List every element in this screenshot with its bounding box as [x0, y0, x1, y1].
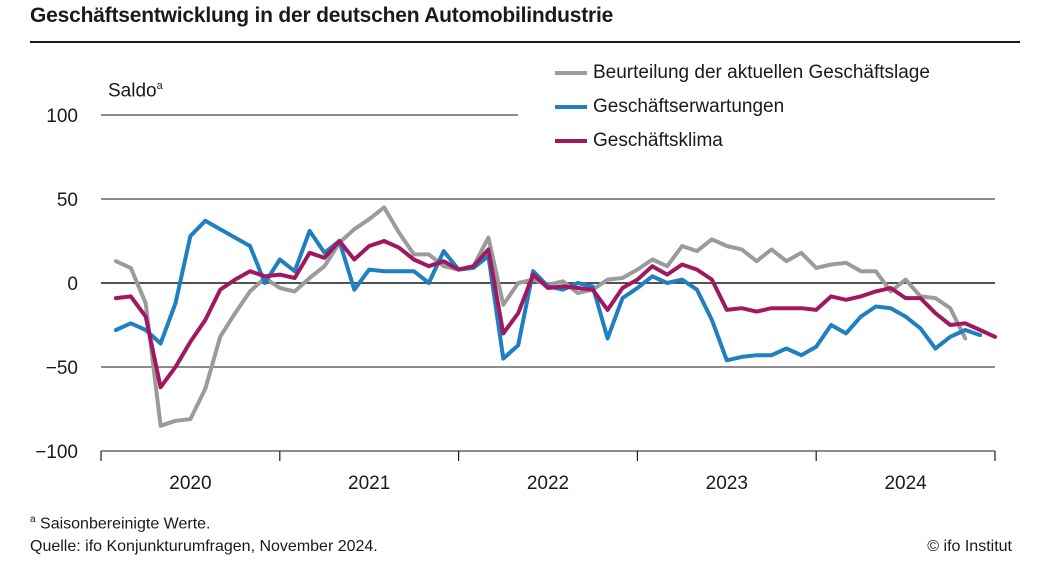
legend-swatch-klima: [555, 139, 587, 143]
legend-item-klima: Geschäftsklima: [555, 124, 930, 158]
legend-swatch-erwartungen: [555, 105, 587, 109]
legend-label-lage: Beurteilung der aktuellen Geschäftslage: [593, 62, 930, 83]
title-divider: [30, 41, 1020, 43]
x-tick-label: 2021: [348, 473, 390, 494]
legend-item-erwartungen: Geschäftserwartungen: [555, 90, 930, 124]
x-tick-label: 2024: [884, 473, 927, 494]
y-tick-label: 50: [57, 190, 78, 211]
series-line-erwartungen: [113, 218, 983, 363]
footnote: a Saisonbereinigte Werte.: [30, 514, 211, 533]
x-tick-label: 2020: [169, 473, 211, 494]
chart-title: Geschäftsentwicklung in der deutschen Au…: [30, 4, 614, 27]
legend-label-klima: Geschäftsklima: [593, 130, 723, 151]
copyright: © ifo Institut: [927, 538, 1012, 555]
series-line-klima: [113, 239, 997, 390]
legend: Beurteilung der aktuellen Geschäftslage …: [555, 56, 930, 158]
legend-swatch-lage: [555, 71, 587, 75]
y-axis-unit-label: Saldoa: [108, 80, 163, 102]
x-tick-label: 2023: [706, 473, 748, 494]
legend-label-erwartungen: Geschäftserwartungen: [593, 96, 785, 117]
source-note: Quelle: ifo Konjunkturumfragen, November…: [30, 538, 378, 555]
y-tick-label: −50: [46, 358, 78, 379]
y-tick-label: 0: [67, 274, 78, 295]
x-tick-label: 2022: [527, 473, 569, 494]
legend-item-lage: Beurteilung der aktuellen Geschäftslage: [555, 56, 930, 90]
y-tick-label: −100: [35, 442, 78, 463]
y-tick-label: 100: [46, 106, 78, 127]
